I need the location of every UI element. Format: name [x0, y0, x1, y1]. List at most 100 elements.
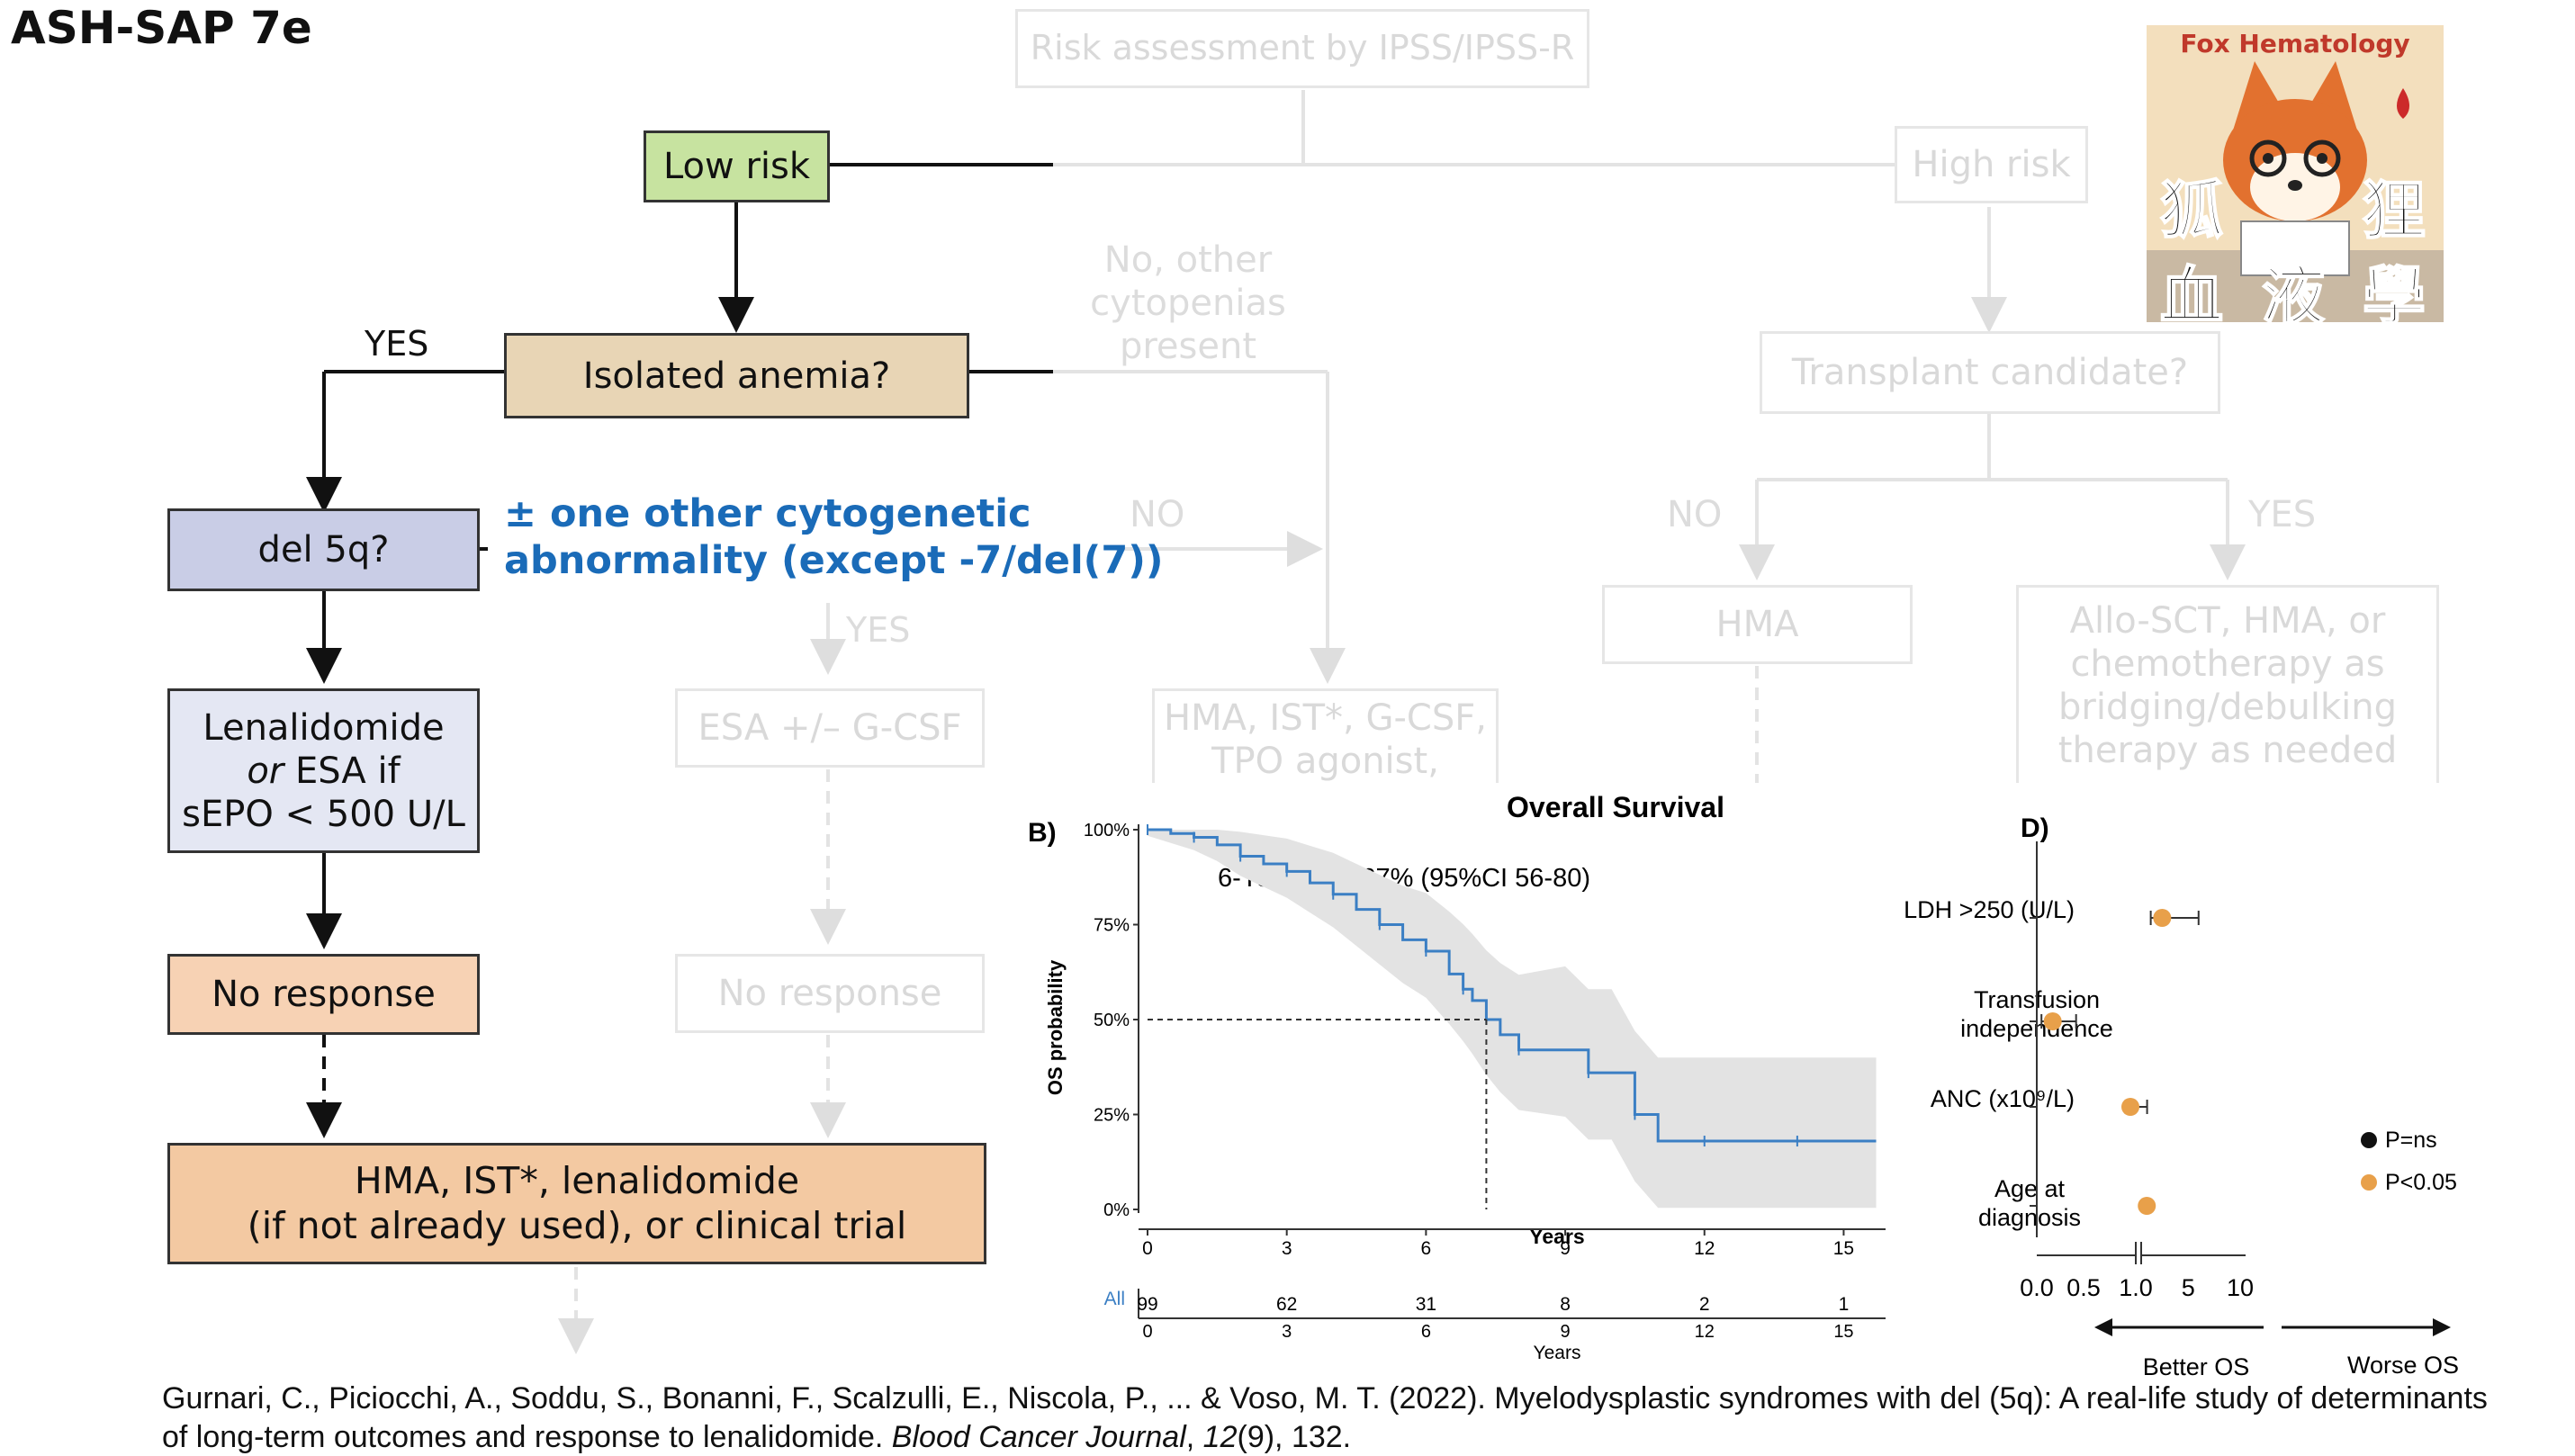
hma-final-box: HMA, IST*, lenalidomide (if not already …: [167, 1143, 986, 1264]
km-plot-area: 0% 25% 50% 75% 100% 0 3 6 9 12 15: [1084, 821, 1890, 1259]
km-risk-count: 99: [1137, 1294, 1157, 1315]
logo-title: Fox Hematology: [2180, 29, 2410, 58]
lenalidomide-box: Lenalidomide or ESA if sEPO < 500 U/L: [167, 688, 480, 853]
forest-point: [2138, 1197, 2156, 1215]
hma-ist-line-1: HMA, IST*, G-CSF,: [1164, 697, 1487, 739]
km-risk-time-label: 6: [1421, 1322, 1431, 1342]
forest-legend-dot-sig: [2361, 1174, 2377, 1191]
transplant-candidate-box: Transplant candidate?: [1760, 331, 2220, 414]
km-y-axis-label: OS probability: [1044, 959, 1067, 1095]
km-x-tick-label: 6: [1421, 1238, 1432, 1259]
esa-if-text: ESA if: [284, 750, 401, 792]
forest-legend-sig: P<0.05: [2385, 1170, 2457, 1195]
forest-worse-label: Worse OS: [2347, 1352, 2459, 1379]
hma-ist-line-2: TPO agonist,: [1211, 740, 1439, 782]
forest-label-anc: ANC (x10⁹/L): [1931, 1085, 2075, 1112]
forest-x-tick-label-left: 1.0: [2119, 1274, 2153, 1301]
cytogenetic-note-line-2: abnormality (except -7/del(7)): [504, 538, 1164, 584]
km-risk-time-label: 15: [1833, 1322, 1853, 1342]
slide-title: ASH-SAP 7e: [11, 2, 312, 54]
km-risk-time-label: 9: [1561, 1322, 1571, 1342]
km-risk-label: All: [1104, 1289, 1125, 1309]
del5q-box: del 5q?: [167, 508, 480, 591]
km-risk-count: 2: [1699, 1294, 1710, 1315]
cytogenetic-note: ± one other cytogenetic abnormality (exc…: [504, 490, 1164, 585]
transplant-no-label: NO: [1667, 494, 1723, 535]
logo-char-1: 狐: [2159, 173, 2224, 248]
forest-x-tick-label-right: 10: [2227, 1274, 2254, 1301]
forest-x-tick-label-left: 0.0: [2020, 1274, 2054, 1301]
cytopenias-line-1: No, other: [1103, 239, 1273, 281]
yes-label: YES: [365, 324, 429, 364]
cytogenetic-note-line-1: ± one other cytogenetic: [504, 491, 1031, 536]
km-risk-count: 1: [1839, 1294, 1850, 1315]
km-risk-count: 31: [1416, 1294, 1436, 1315]
km-x-tick-label: 15: [1833, 1238, 1854, 1259]
or-text: or: [247, 750, 284, 792]
km-risk-table: 99 0 62 3 31 6 8 9 2 12 1 15: [1137, 1289, 1890, 1342]
high-risk-box: High risk: [1895, 126, 2088, 203]
cytopenias-line-3: present: [1119, 326, 1257, 367]
km-risk-time-label: 0: [1142, 1322, 1152, 1342]
citation: Gurnari, C., Piciocchi, A., Soddu, S., B…: [162, 1380, 2502, 1456]
km-ci-band: [1148, 830, 1877, 1209]
forest-point: [2121, 1098, 2139, 1116]
forest-plot-area: 0.0 0.5 1.0 5 10: [2020, 841, 2451, 1336]
citation-rest: (9), 132.: [1237, 1419, 1352, 1454]
km-risk-x-label: Years: [1534, 1343, 1581, 1363]
forest-legend-dot-ns: [2361, 1132, 2377, 1148]
lenalidomide-line-2: or ESA if: [247, 750, 400, 793]
forest-panel-label: D): [2021, 813, 2049, 843]
forest-better-arrowhead: [2094, 1318, 2112, 1336]
logo-char-4: 液: [2261, 258, 2326, 322]
yes-label-2: YES: [846, 610, 911, 650]
forest-label-age-1: Age at: [1994, 1175, 2066, 1202]
forest-worse-arrowhead: [2433, 1318, 2451, 1336]
km-y-tick-label: 25%: [1094, 1106, 1130, 1126]
low-risk-box: Low risk: [644, 130, 830, 202]
hma-final-line-1: HMA, IST*, lenalidomide: [354, 1159, 800, 1203]
no-response-box-2: No response: [675, 954, 985, 1033]
allo-sct-line-1: Allo-SCT, HMA, or: [2069, 599, 2386, 642]
km-risk-time-label: 3: [1282, 1322, 1292, 1342]
hma-box: HMA: [1602, 585, 1913, 664]
no-other-cytopenias-label: No, other cytopenias present: [1053, 238, 1323, 368]
km-risk-count: 8: [1560, 1294, 1571, 1315]
allo-sct-line-3: bridging/debulking: [2058, 686, 2397, 728]
km-x-tick-label: 3: [1282, 1238, 1292, 1259]
forest-x-tick-label-right: 5: [2182, 1274, 2195, 1301]
km-x-axis-label: Years: [1529, 1225, 1584, 1248]
forest-legend-ns: P=ns: [2385, 1128, 2437, 1153]
km-risk-count: 62: [1276, 1294, 1297, 1315]
no-label: NO: [1130, 494, 1185, 535]
km-y-tick-label: 0%: [1103, 1200, 1130, 1220]
citation-sep: ,: [1185, 1419, 1203, 1454]
fox-mascot-icon: [2147, 25, 2444, 322]
lenalidomide-line-3: sEPO < 500 U/L: [182, 793, 465, 835]
km-y-tick-label: 100%: [1084, 821, 1130, 840]
esa-box: ESA +/– G-CSF: [675, 688, 985, 768]
km-y-tick-label: 50%: [1094, 1011, 1130, 1030]
fox-hematology-logo: Fox Hematology 狐 狸 血 液 學: [2147, 25, 2444, 322]
km-title: Overall Survival: [1507, 791, 1724, 823]
logo-char-3: 血: [2159, 258, 2224, 322]
km-y-tick-label: 75%: [1094, 916, 1130, 936]
allo-sct-line-2: chemotherapy as: [2070, 643, 2385, 685]
forest-label-age-2: diagnosis: [1978, 1204, 2081, 1231]
logo-char-2: 狸: [2362, 173, 2426, 248]
km-risk-time-label: 12: [1695, 1322, 1715, 1342]
hma-final-line-2: (if not already used), or clinical trial: [247, 1203, 907, 1247]
risk-assessment-box: Risk assessment by IPSS/IPSS-R: [1015, 9, 1589, 88]
forest-better-label: Better OS: [2143, 1353, 2250, 1380]
allo-sct-box: Allo-SCT, HMA, or chemotherapy as bridgi…: [2016, 585, 2439, 783]
allo-sct-line-4: therapy as needed: [2057, 729, 2398, 771]
forest-point: [2043, 1012, 2062, 1030]
forest-background: [1886, 801, 2552, 1386]
no-response-box-1: No response: [167, 954, 480, 1035]
km-x-tick-label: 12: [1694, 1238, 1715, 1259]
hma-ist-gcsf-box: HMA, IST*, G-CSF, TPO agonist,: [1152, 688, 1499, 787]
forest-plot-chart: D) LDH >250 (U/L) Transfusion independen…: [1886, 801, 2552, 1386]
forest-point: [2153, 909, 2172, 927]
cytopenias-line-2: cytopenias: [1090, 283, 1286, 324]
